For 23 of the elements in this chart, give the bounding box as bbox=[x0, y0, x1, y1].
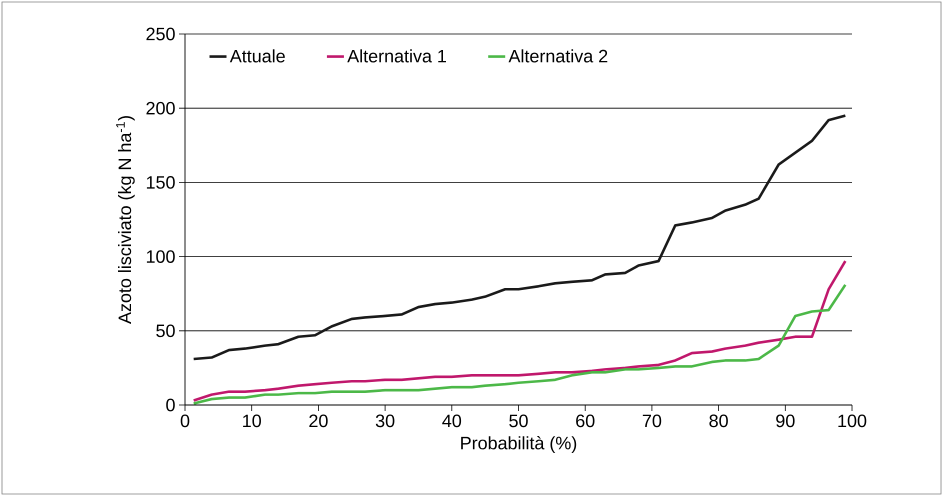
y-tick-label: 200 bbox=[146, 102, 175, 115]
x-tick-label: 90 bbox=[776, 414, 795, 428]
y-axis-title: Azoto lisciviato (kg N ha$^{-1}$) bbox=[116, 116, 135, 324]
x-tick-label: 100 bbox=[838, 414, 866, 428]
x-axis-title: Probabilità (%) bbox=[461, 436, 576, 453]
x-tick-label: 10 bbox=[243, 414, 261, 428]
x-tick-label: 80 bbox=[709, 414, 728, 428]
x-tick-label: 30 bbox=[376, 414, 394, 428]
x-tick-label: 20 bbox=[309, 414, 328, 428]
x-tick-label: 60 bbox=[576, 414, 594, 428]
y-tick-label: 150 bbox=[146, 176, 175, 189]
legend-label: Attuale bbox=[230, 49, 285, 62]
x-tick-label: 50 bbox=[509, 414, 528, 428]
legend-label: Alternativa 1 bbox=[347, 49, 446, 62]
y-tick-label: 100 bbox=[146, 250, 175, 263]
line-series bbox=[192, 114, 847, 360]
legend-label: Alternativa 2 bbox=[508, 49, 608, 62]
x-tick-label: 70 bbox=[642, 414, 662, 428]
y-tick-label: 50 bbox=[156, 324, 175, 338]
y-tick-label: 0 bbox=[166, 398, 175, 412]
y-tick-label: 250 bbox=[146, 28, 175, 40]
x-tick-label: 0 bbox=[180, 414, 190, 428]
x-tick-label: 40 bbox=[442, 414, 462, 428]
